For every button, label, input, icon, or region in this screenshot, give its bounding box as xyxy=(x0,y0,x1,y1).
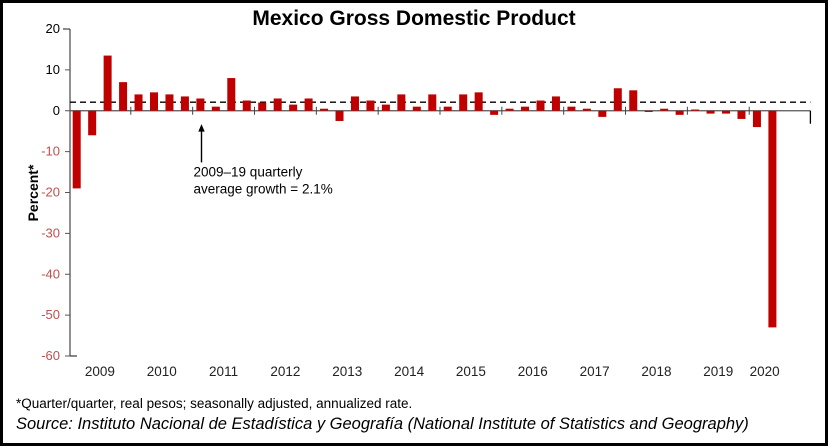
svg-text:average growth = 2.1%: average growth = 2.1% xyxy=(194,182,333,197)
svg-text:-60: -60 xyxy=(41,348,60,363)
svg-text:2015: 2015 xyxy=(456,364,486,379)
svg-text:2018: 2018 xyxy=(641,364,671,379)
svg-text:2009: 2009 xyxy=(85,364,115,379)
svg-text:2010: 2010 xyxy=(147,364,177,379)
svg-text:2016: 2016 xyxy=(518,364,548,379)
svg-text:2009–19 quarterly: 2009–19 quarterly xyxy=(194,165,303,180)
svg-text:2019: 2019 xyxy=(703,364,733,379)
svg-text:2011: 2011 xyxy=(209,364,238,379)
svg-text:2013: 2013 xyxy=(332,364,362,379)
svg-text:0: 0 xyxy=(53,103,60,118)
svg-text:-50: -50 xyxy=(41,307,60,322)
svg-text:2017: 2017 xyxy=(580,364,610,379)
svg-text:2020: 2020 xyxy=(750,364,780,379)
svg-text:10: 10 xyxy=(46,62,60,77)
svg-text:20: 20 xyxy=(46,21,60,36)
svg-text:2014: 2014 xyxy=(394,364,425,379)
svg-text:-40: -40 xyxy=(41,266,60,281)
svg-text:2012: 2012 xyxy=(270,364,300,379)
